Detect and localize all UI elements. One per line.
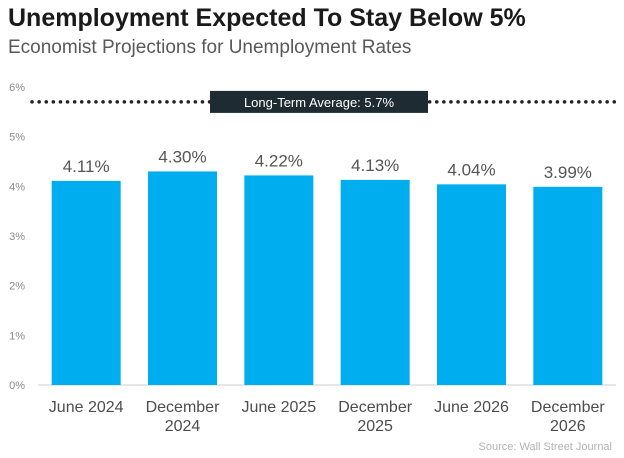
- bar: [437, 184, 506, 385]
- x-tick-label: June 2024: [49, 399, 124, 416]
- data-label: 4.13%: [351, 156, 399, 175]
- y-tick-label: 4%: [9, 181, 25, 193]
- data-label: 4.04%: [447, 160, 495, 179]
- y-tick-label: 3%: [9, 231, 25, 243]
- reference-label-box: [210, 90, 428, 113]
- x-tick-label: December 2025: [338, 399, 412, 435]
- x-tick-label: June 2025: [241, 399, 316, 416]
- y-tick-label: 2%: [9, 281, 25, 293]
- data-label: 3.99%: [544, 163, 592, 182]
- y-tick-label: 5%: [9, 132, 25, 144]
- x-axis: June 2024 December 2024 June 2025 December 20…: [49, 399, 606, 435]
- y-tick-label: 1%: [9, 330, 25, 342]
- bars: [51, 171, 603, 385]
- bar: [51, 180, 121, 385]
- data-label: 4.30%: [158, 147, 206, 166]
- data-labels: 4.11% 4.30% 4.22% 4.13% 4.04% 3.99%: [63, 147, 592, 181]
- source-note: Source: Wall Street Journal: [478, 441, 612, 453]
- bar: [244, 175, 314, 385]
- x-tick-label: June 2026: [434, 399, 509, 416]
- bar: [148, 171, 217, 385]
- bar: [533, 186, 603, 385]
- data-label: 4.11%: [63, 157, 110, 176]
- y-axis: 0% 1% 2% 3% 4% 5% 6%: [9, 82, 616, 392]
- chart-title: Unemployment Expected To Stay Below 5%: [8, 4, 526, 32]
- x-tick-label: December 2026: [531, 399, 605, 435]
- reference-label: Long-Term Average: 5.7%: [244, 95, 395, 110]
- chart-subtitle: Economist Projections for Unemployment R…: [8, 37, 412, 58]
- reference-line: Long-Term Average: 5.7%: [30, 90, 618, 113]
- y-tick-label: 0%: [9, 380, 25, 392]
- data-label: 4.22%: [255, 151, 303, 170]
- y-tick-label: 6%: [9, 82, 25, 94]
- bar: [340, 179, 410, 385]
- x-tick-label: December 2024: [146, 399, 220, 435]
